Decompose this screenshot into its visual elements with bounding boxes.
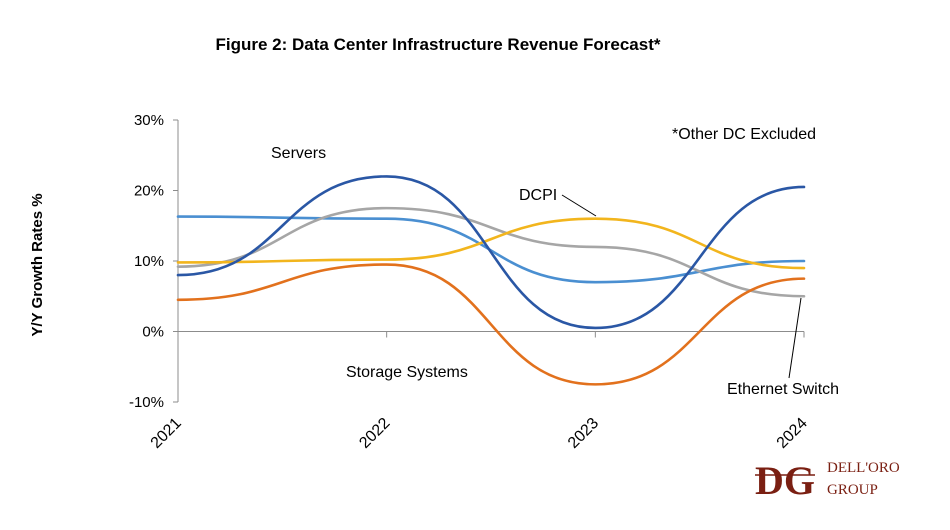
y-tick-label: 0% (142, 324, 164, 341)
series-line (176, 263, 806, 386)
series-label: Storage Systems (346, 364, 468, 381)
series-line (176, 217, 806, 270)
logo-line1: DELL'ORO (827, 460, 900, 476)
y-axis-label: Y/Y Growth Rates % (29, 193, 46, 336)
logo-line2: GROUP (827, 482, 878, 498)
series-line (176, 206, 806, 298)
axes-group: 30% 20% 10% 0% -10% 2021 2022 2023 2024 (129, 112, 811, 452)
series-labels-group: Servers DCPI Storage Systems Ethernet Switc… (271, 145, 839, 398)
x-tick-label: 2023 (565, 415, 602, 452)
y-tick-label: 10% (134, 253, 164, 270)
x-tick-label: 2024 (774, 415, 811, 452)
delloro-logo: DG DELL'ORO GROUP (755, 458, 900, 503)
y-tick-label: -10% (129, 394, 164, 411)
label-leader-line (561, 194, 597, 217)
chart-title: Figure 2: Data Center Infrastructure Rev… (216, 35, 661, 54)
series-label: DCPI (519, 187, 557, 204)
label-leader-line (788, 297, 802, 379)
series-label: Ethernet Switch (727, 381, 839, 398)
logo-monogram: DG (755, 458, 815, 503)
y-tick-label: 30% (134, 112, 164, 129)
x-tick-label: 2021 (148, 415, 185, 452)
series-label: Servers (271, 145, 326, 162)
y-tick-label: 20% (134, 183, 164, 200)
series-lines-group (176, 175, 806, 386)
series-line (176, 175, 806, 330)
x-tick-label: 2022 (356, 415, 393, 452)
footnote-annotation: *Other DC Excluded (672, 126, 816, 143)
